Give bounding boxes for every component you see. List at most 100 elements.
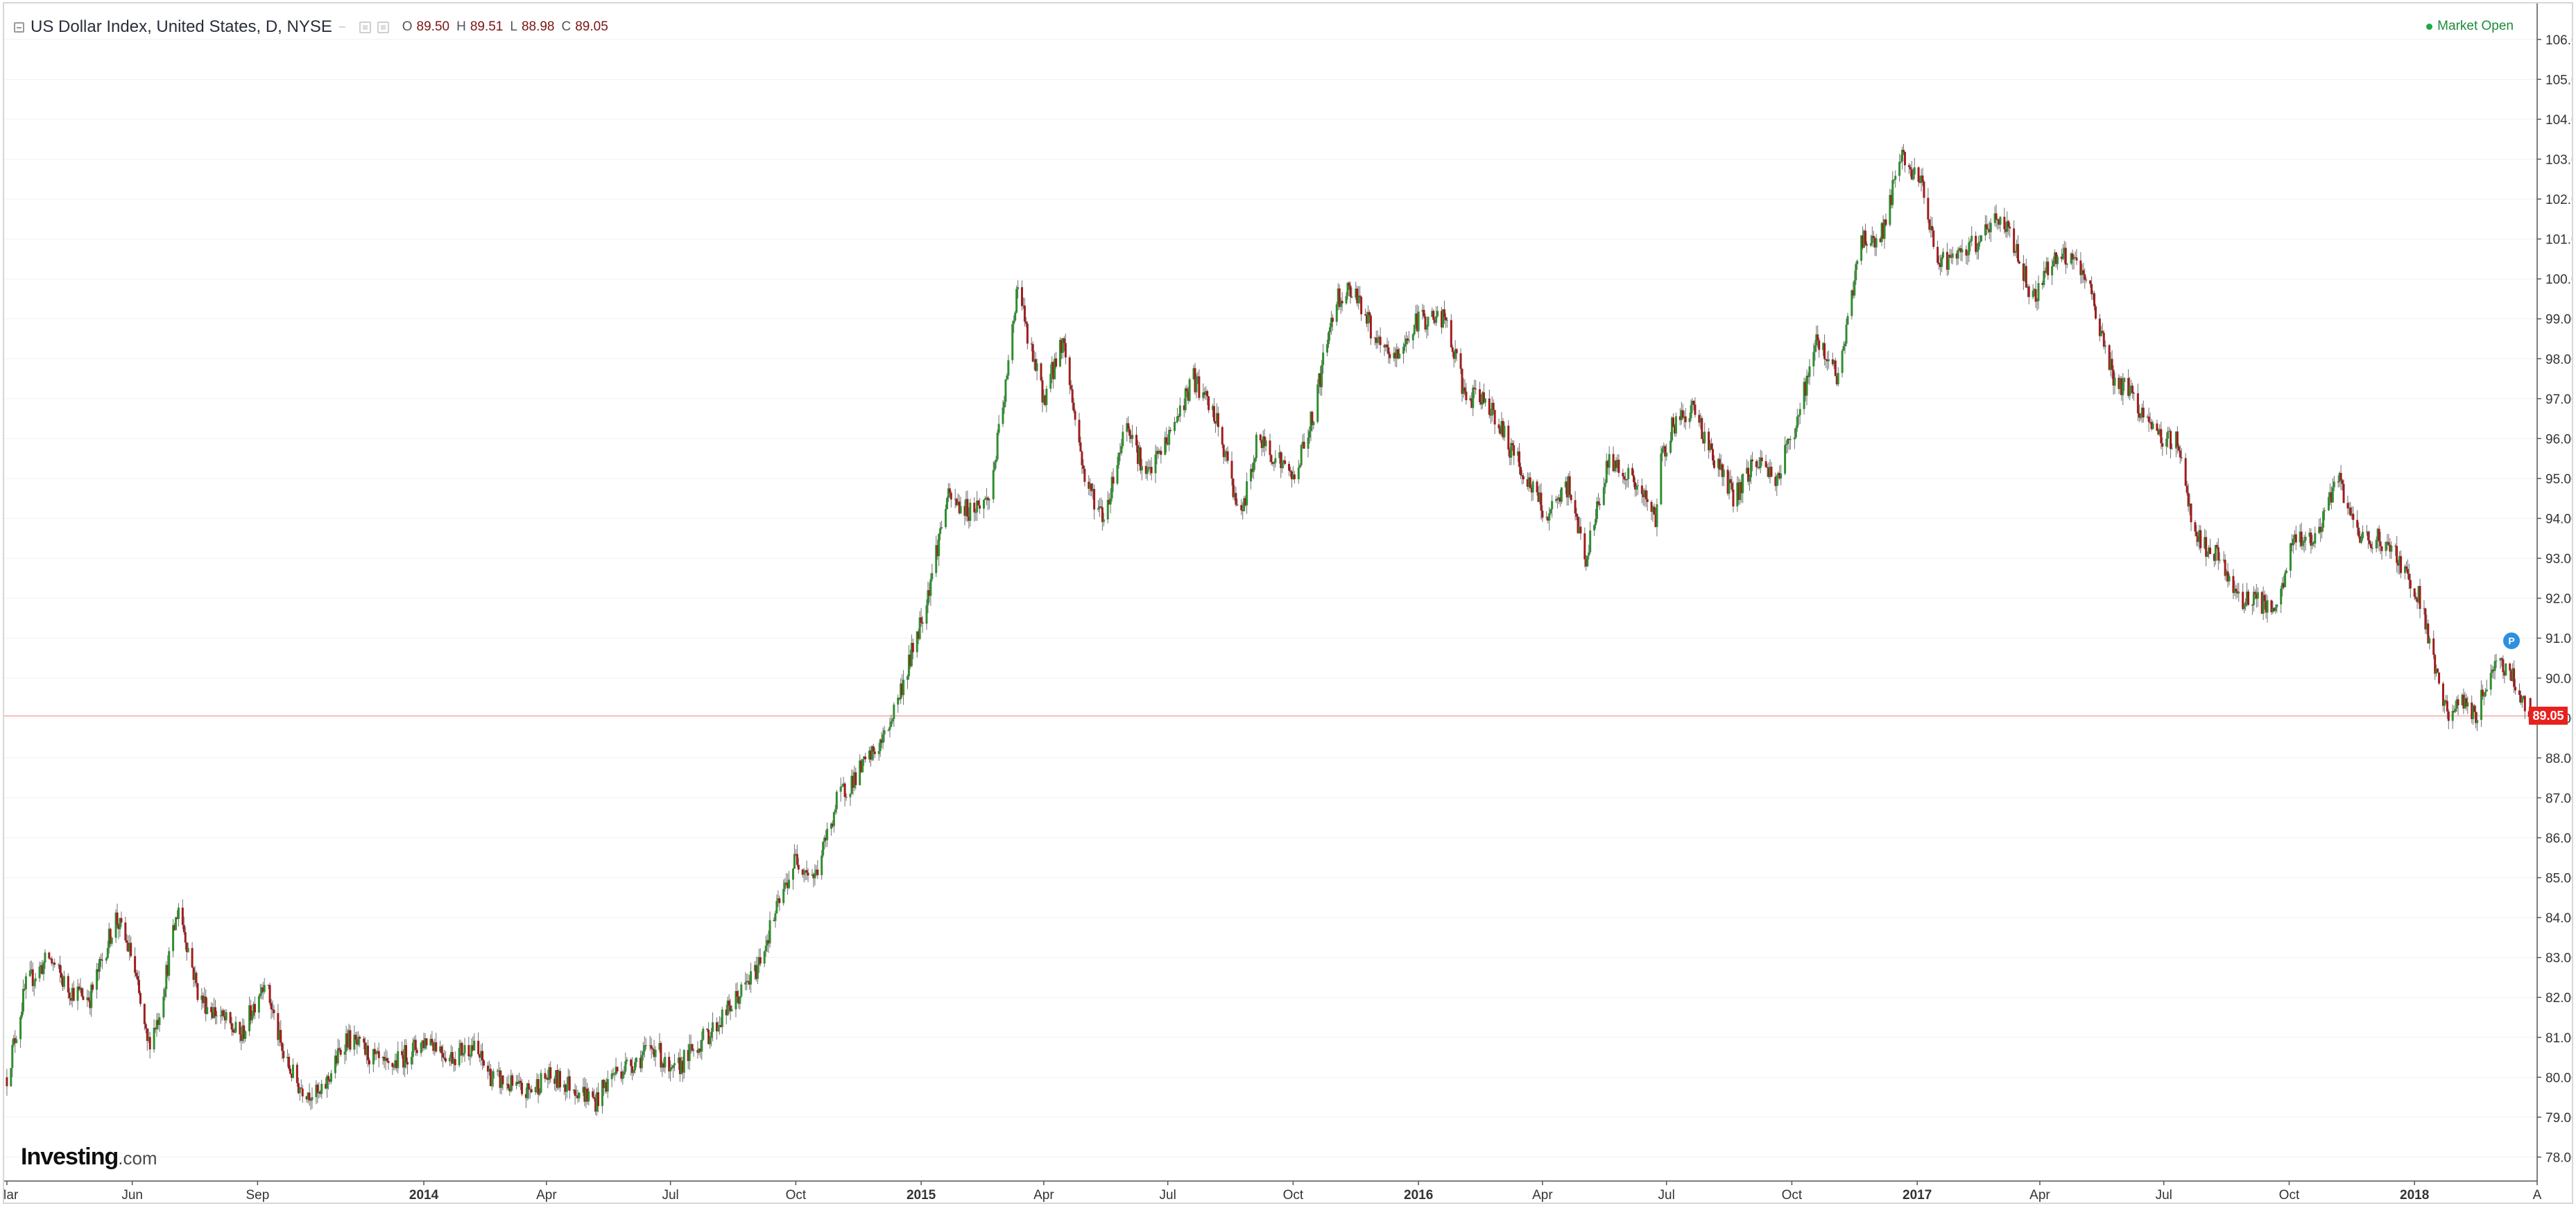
x-tick-label: Jul — [1160, 1188, 1176, 1203]
candle-body — [40, 965, 42, 967]
candle-body — [286, 1056, 289, 1058]
candle-body — [329, 1080, 332, 1082]
candle-body — [784, 882, 787, 889]
candle-body — [1957, 250, 1959, 259]
y-tick-label: 106.00 — [2545, 33, 2572, 48]
candle-body — [910, 643, 913, 666]
candle-body — [2359, 536, 2362, 543]
candle-body — [2016, 243, 2018, 252]
candle-body — [432, 1042, 435, 1051]
candle-body — [2242, 592, 2244, 610]
candle-body — [2232, 576, 2235, 593]
candle-body — [315, 1085, 318, 1097]
candle-body — [1225, 451, 1228, 454]
candle-body — [2071, 253, 2074, 260]
candle-body — [1864, 230, 1867, 245]
close-icon[interactable] — [377, 21, 389, 33]
candle-body — [2118, 377, 2120, 389]
candle-body — [2466, 702, 2469, 707]
candle-body — [1643, 490, 1646, 497]
candle-body — [773, 920, 775, 922]
candle-body — [917, 631, 920, 639]
candle-body — [192, 967, 195, 980]
candle-body — [678, 1057, 681, 1074]
candle-body — [882, 734, 884, 743]
candle-body — [1208, 396, 1210, 411]
candle-body — [1709, 443, 1712, 451]
candle-body — [2262, 594, 2265, 614]
candle-body — [1564, 481, 1567, 488]
candle-body — [2419, 585, 2421, 609]
candle-body — [956, 501, 959, 506]
candle-body — [146, 1028, 148, 1041]
candle-body — [897, 698, 900, 705]
candle-body — [2156, 423, 2158, 431]
candle-body — [1154, 454, 1157, 474]
candle-body — [439, 1046, 442, 1052]
event-marker-icon[interactable]: P — [2503, 632, 2520, 649]
candle-body — [2424, 608, 2427, 630]
ohlc-low-key: L — [510, 19, 517, 34]
candle-body — [1520, 475, 1523, 476]
candle-body — [883, 730, 886, 734]
candle-body — [2451, 711, 2454, 721]
candle-body — [1510, 442, 1513, 458]
candle-body — [458, 1048, 461, 1065]
candle-body — [2108, 345, 2111, 370]
candle-body — [244, 1031, 247, 1040]
candle-body — [2471, 702, 2473, 719]
candle-body — [2480, 689, 2482, 721]
candle-body — [610, 1073, 613, 1080]
candle-body — [1912, 174, 1914, 180]
candle-body — [2170, 431, 2172, 449]
candle-body — [1778, 473, 1781, 479]
candle-body — [291, 1065, 294, 1078]
candle-body — [1301, 442, 1304, 445]
candle-body — [2425, 623, 2428, 630]
candle-body — [1718, 458, 1721, 470]
candle-body — [1312, 422, 1315, 425]
candle-body — [587, 1091, 590, 1102]
candle-body — [1310, 411, 1312, 431]
candle-body — [1634, 482, 1637, 490]
candle-body — [510, 1075, 513, 1092]
candle-body — [736, 991, 739, 997]
candle-body — [1177, 416, 1180, 417]
candle-body — [377, 1051, 380, 1058]
candle-body — [41, 965, 44, 974]
settings-icon[interactable] — [359, 21, 371, 33]
candle-body — [311, 1096, 314, 1101]
candle-body — [2160, 429, 2163, 444]
candle-body — [2228, 576, 2231, 582]
candle-body — [2074, 257, 2077, 258]
candle-body — [2292, 538, 2294, 546]
candle-body — [320, 1083, 323, 1094]
candle-body — [221, 1010, 223, 1017]
candle-body — [1377, 336, 1380, 339]
candle-body — [2437, 669, 2439, 673]
candle-body — [1455, 349, 1458, 354]
candle-body — [433, 1042, 436, 1051]
candle-body — [223, 1016, 226, 1021]
candle-body — [2060, 257, 2063, 259]
candle-body — [802, 872, 805, 875]
candle-body — [1423, 309, 1425, 317]
candle-body — [821, 855, 823, 875]
candle-body — [2084, 274, 2086, 280]
candle-body — [1020, 287, 1023, 307]
candle-body — [490, 1078, 493, 1087]
candle-body — [2443, 700, 2446, 706]
candle-body — [630, 1059, 633, 1067]
candle-body — [594, 1099, 597, 1112]
collapse-legend-icon[interactable] — [14, 21, 24, 33]
candle-body — [33, 981, 35, 986]
candle-body — [2311, 542, 2314, 546]
candle-body — [825, 837, 827, 841]
candle-body — [2090, 284, 2093, 295]
ohlc-open-key: O — [402, 19, 413, 34]
candle-body — [653, 1049, 655, 1058]
candle-body — [702, 1028, 705, 1040]
candle-body — [280, 1030, 282, 1043]
candle-body — [6, 1077, 8, 1087]
price-chart[interactable]: 78.00 79.00 80.00 81.00 82.00 83.00 84.00 85.00… — [4, 3, 2572, 1203]
